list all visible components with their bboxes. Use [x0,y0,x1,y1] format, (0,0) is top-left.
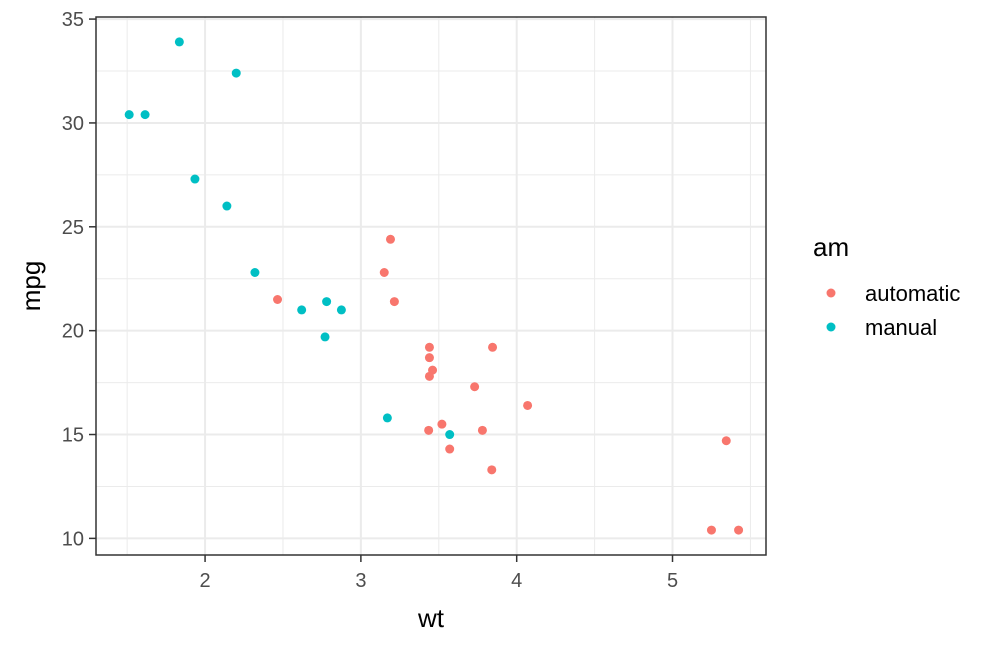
point-automatic-13 [487,465,497,475]
y-tick-label-1: 15 [62,425,84,447]
point-manual-6 [250,267,260,277]
point-manual-7 [297,305,307,315]
point-manual-5 [231,68,241,78]
point-automatic-15 [523,400,533,410]
data-points [124,37,744,535]
legend: am automatic manual [813,232,960,340]
point-automatic-12 [477,425,487,435]
point-automatic-14 [488,342,498,352]
x-tick-label-0: 2 [200,570,211,592]
point-manual-0 [124,110,134,120]
point-automatic-18 [734,525,744,535]
panel-border [95,16,767,556]
point-automatic-16 [706,525,716,535]
point-automatic-0 [273,295,283,305]
x-tick-label-3: 5 [667,570,678,592]
point-automatic-17 [721,436,731,446]
x-tick-label-2: 4 [511,570,522,592]
axes: 2 3 4 5 10 15 20 25 30 35 [62,9,678,592]
legend-title: am [813,232,849,262]
point-automatic-3 [389,297,399,307]
x-axis-title: wt [417,603,445,633]
y-tick-label-0: 10 [62,528,84,550]
point-manual-3 [190,174,200,184]
point-automatic-7 [424,371,434,381]
point-manual-2 [174,37,184,47]
x-tick-label-1: 3 [355,570,366,592]
y-axis-title: mpg [16,261,46,312]
point-manual-10 [336,305,346,315]
point-manual-1 [140,110,150,120]
y-tick-label-3: 25 [62,217,84,239]
point-automatic-9 [437,419,447,429]
point-manual-8 [320,332,330,342]
y-tick-label-2: 20 [62,321,84,343]
legend-key-manual [826,322,836,332]
point-manual-4 [222,201,232,211]
point-automatic-5 [424,353,434,363]
point-automatic-2 [385,234,395,244]
legend-label-manual: manual [865,315,937,340]
point-manual-12 [445,430,455,440]
grid [96,17,766,555]
legend-label-automatic: automatic [865,281,960,306]
y-tick-label-4: 30 [62,113,84,135]
point-automatic-4 [424,342,434,352]
point-manual-9 [322,297,332,307]
point-automatic-11 [470,382,480,392]
point-manual-11 [382,413,392,423]
y-tick-label-5: 35 [62,9,84,31]
legend-key-automatic [826,288,836,298]
point-automatic-10 [445,444,455,454]
point-automatic-8 [424,425,434,435]
point-automatic-1 [379,267,389,277]
